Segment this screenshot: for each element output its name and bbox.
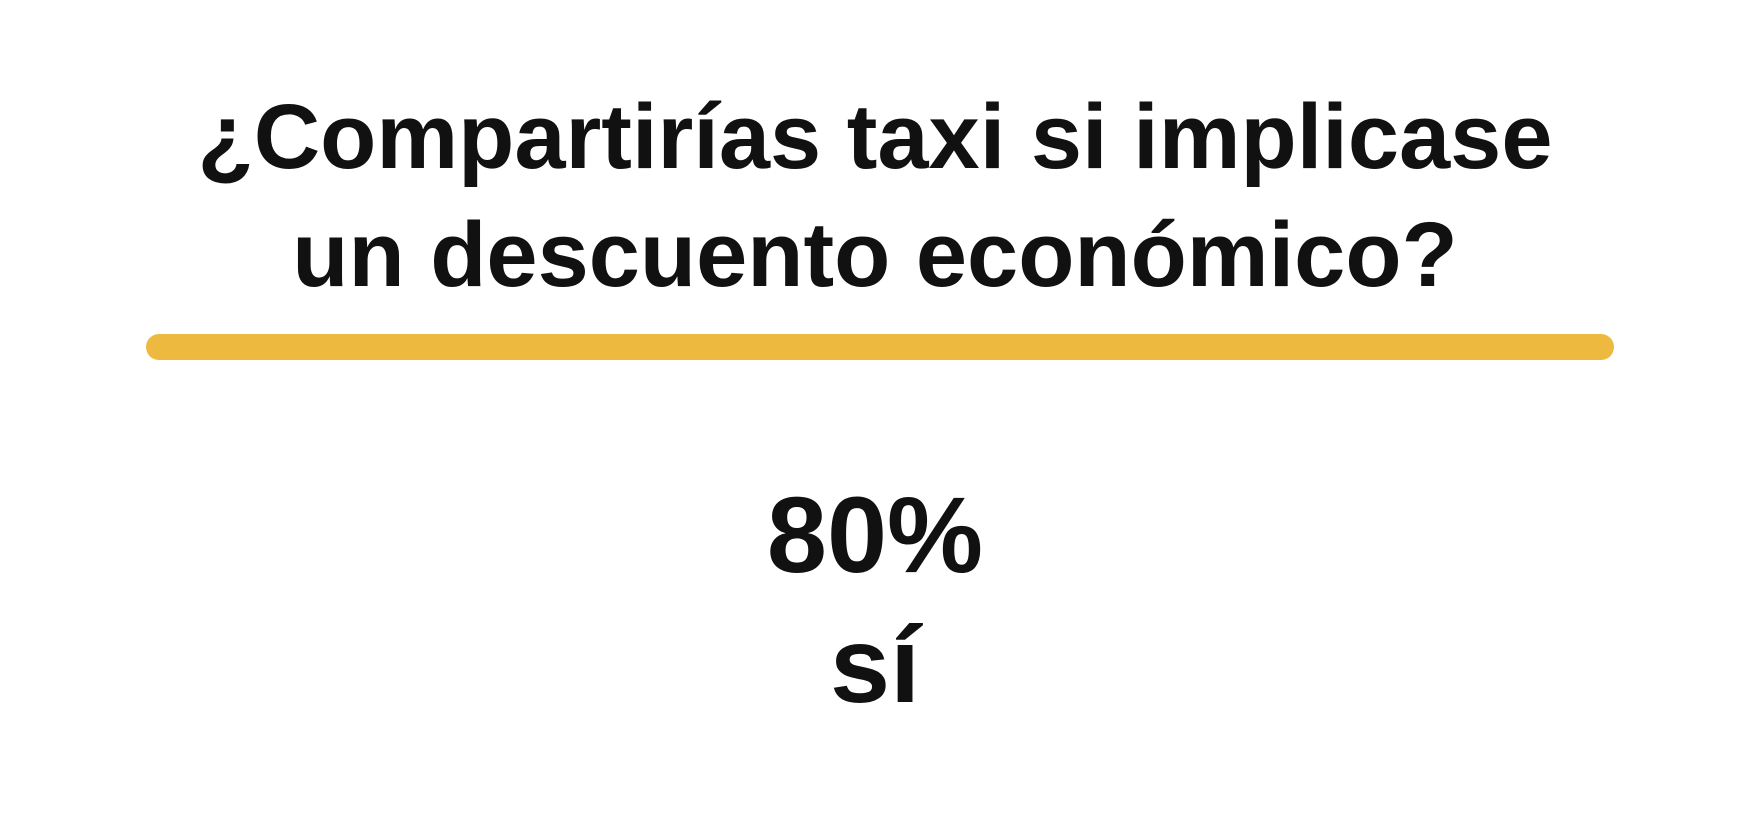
- question-title: ¿Compartirías taxi si implicase un descu…: [0, 78, 1750, 314]
- question-line-2: un descuento económico?: [292, 204, 1458, 306]
- result-block: 80% sí: [0, 470, 1750, 730]
- result-percentage: 80%: [766, 474, 984, 595]
- question-line-1: ¿Compartirías taxi si implicase: [197, 86, 1553, 188]
- accent-divider: [146, 334, 1614, 360]
- result-answer: sí: [829, 604, 921, 725]
